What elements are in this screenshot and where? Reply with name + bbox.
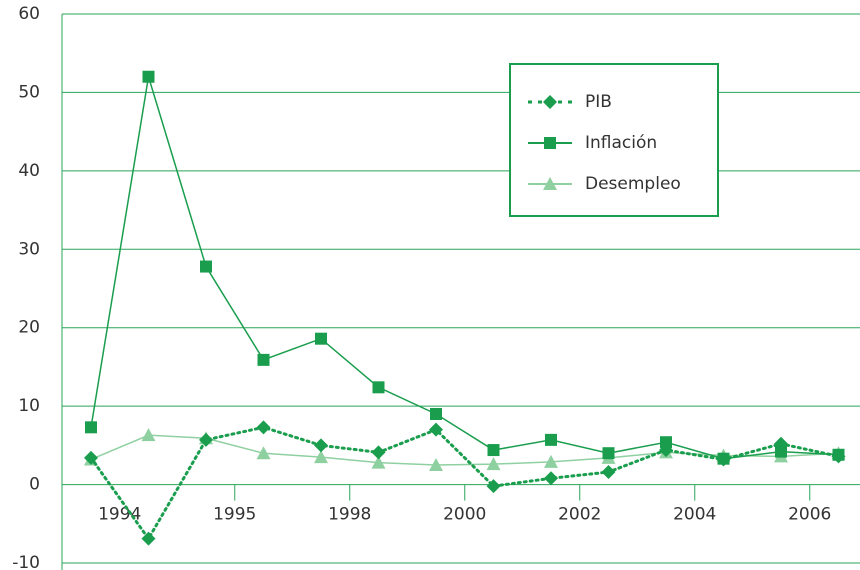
- legend-label: PIB: [585, 92, 612, 112]
- x-tick-label: 1998: [328, 505, 371, 525]
- marker: [545, 433, 557, 446]
- marker: [544, 137, 556, 149]
- y-tick-label: 20: [18, 318, 40, 338]
- marker: [430, 407, 442, 420]
- x-tick-label: 2002: [558, 505, 601, 525]
- marker: [543, 95, 557, 109]
- y-tick-label: 10: [18, 396, 40, 416]
- marker: [601, 465, 616, 480]
- marker: [486, 457, 501, 471]
- marker: [831, 449, 846, 464]
- x-tick-label: 2000: [443, 505, 486, 525]
- marker: [257, 353, 270, 366]
- x-tick-label: 2006: [788, 505, 831, 525]
- marker: [142, 70, 155, 83]
- series-line: [90, 434, 840, 466]
- marker: [775, 445, 787, 458]
- y-tick-label: 0: [29, 475, 40, 495]
- x-tick-label: 2004: [673, 505, 716, 525]
- marker: [659, 443, 673, 458]
- marker: [199, 432, 213, 447]
- marker: [774, 436, 788, 451]
- y-tick-label: 30: [18, 239, 40, 259]
- marker: [544, 454, 558, 468]
- x-tick-label: 1995: [213, 505, 256, 525]
- marker: [200, 260, 212, 273]
- marker: [486, 479, 501, 494]
- marker: [371, 445, 386, 460]
- marker: [141, 428, 156, 442]
- legend-label: Desempleo: [585, 174, 681, 194]
- y-tick-label: 40: [18, 161, 40, 181]
- marker: [372, 381, 385, 394]
- marker: [660, 436, 672, 449]
- x-tick-label: 1994: [98, 505, 141, 525]
- marker: [314, 438, 328, 453]
- series-line: [89, 425, 840, 542]
- y-tick-label: 60: [18, 4, 40, 24]
- marker: [256, 420, 271, 435]
- marker: [84, 450, 98, 465]
- marker: [256, 446, 271, 460]
- marker: [315, 332, 327, 345]
- marker: [602, 447, 615, 460]
- marker: [716, 452, 731, 467]
- marker: [544, 471, 558, 486]
- series-line: [90, 76, 840, 460]
- marker: [314, 450, 328, 464]
- marker: [429, 422, 443, 437]
- y-tick-label: 50: [18, 82, 40, 102]
- marker: [543, 177, 557, 190]
- marker: [371, 455, 386, 469]
- marker: [487, 444, 500, 457]
- legend-label: Inflación: [585, 133, 657, 153]
- marker: [141, 531, 156, 546]
- marker: [85, 421, 97, 434]
- marker: [429, 457, 443, 471]
- y-tick-label: -10: [12, 553, 40, 570]
